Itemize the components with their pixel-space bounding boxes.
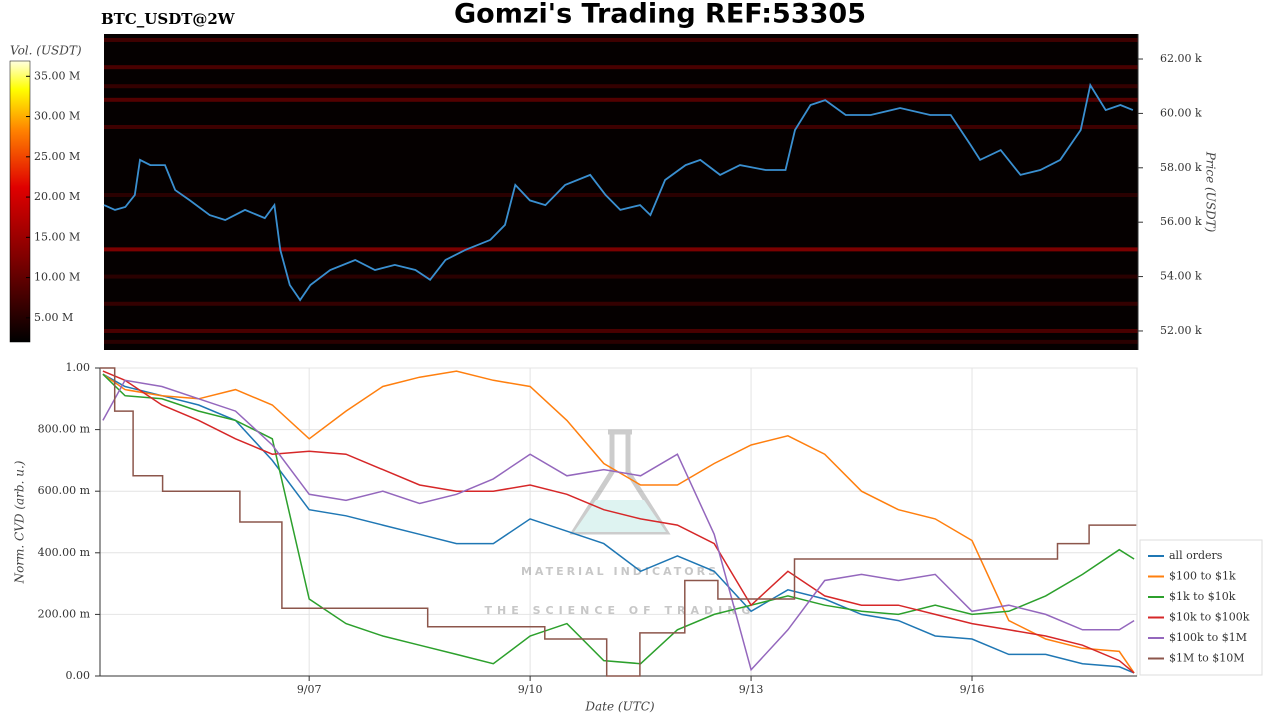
legend-label: $100 to $1k	[1169, 570, 1236, 583]
legend-label: all orders	[1169, 549, 1223, 562]
heatmap-band	[104, 84, 1138, 89]
colorbar-tick-label: 25.00 M	[34, 150, 80, 163]
y-tick-label: 58.00 k	[1160, 161, 1202, 174]
heatmap-band	[104, 247, 1138, 252]
legend-label: $10k to $100k	[1169, 611, 1250, 624]
watermark-subtitle: THE SCIENCE OF TRADING	[485, 604, 756, 617]
y-axis-label: Norm. CVD (arb. u.)	[13, 460, 27, 584]
y-tick-label: 600.00 m	[38, 484, 91, 497]
series-line	[102, 373, 1135, 665]
colorbar-tick-label: 5.00 M	[34, 311, 73, 324]
grid	[100, 367, 1137, 677]
y-tick-label: 0.00	[66, 669, 91, 682]
y-tick-label: 56.00 k	[1160, 215, 1202, 228]
heatmap-band	[104, 192, 1138, 197]
y-tick-label: 54.00 k	[1160, 270, 1202, 283]
y-tick-label: 1.00	[66, 361, 91, 374]
x-tick-label: 9/07	[297, 683, 322, 696]
x-tick-label: 9/16	[960, 683, 985, 696]
y-tick-label: 62.00 k	[1160, 52, 1202, 65]
y-tick-label: 200.00 m	[38, 607, 91, 620]
x-tick-label: 9/10	[518, 683, 543, 696]
colorbar-tick-label: 20.00 M	[34, 190, 80, 203]
heatmap-band	[104, 37, 1138, 42]
series-line	[100, 367, 1137, 677]
title: Gomzi's Trading REF:53305	[454, 0, 866, 30]
colorbar-tick-label: 35.00 M	[34, 69, 80, 82]
heatmap-band	[104, 328, 1138, 333]
heatmap-band	[104, 65, 1138, 70]
price-line	[103, 82, 1134, 302]
y-tick-label: 52.00 k	[1160, 324, 1202, 337]
watermark-logo	[569, 429, 671, 535]
watermark-title: MATERIAL INDICATORS	[521, 565, 719, 578]
colorbar-tick-label: 10.00 M	[34, 271, 80, 284]
legend-label: $1M to $10M	[1169, 652, 1245, 665]
subtitle: BTC_USDT@2W	[101, 10, 236, 28]
heatmap-band	[104, 339, 1138, 344]
colorbar-tick-label: 15.00 M	[34, 230, 80, 243]
heatmap-band	[104, 97, 1138, 102]
y-axis-label: Price (USDT)	[1204, 151, 1218, 233]
series-line	[102, 373, 1135, 674]
colorbar-label: Vol. (USDT)	[10, 44, 82, 58]
series-line	[102, 370, 1135, 674]
y-tick-label: 400.00 m	[38, 546, 91, 559]
series-line	[102, 370, 1135, 674]
colorbar	[9, 60, 31, 343]
heatmap-band	[104, 301, 1138, 306]
colorbar-tick-label: 30.00 M	[34, 110, 80, 123]
y-tick-label: 60.00 k	[1160, 106, 1202, 119]
heatmap-band	[104, 125, 1138, 130]
legend	[1139, 539, 1263, 676]
x-axis-label: Date (UTC)	[584, 700, 654, 714]
legend-label: $100k to $1M	[1169, 631, 1247, 644]
legend-label: $1k to $10k	[1169, 590, 1236, 603]
y-tick-label: 800.00 m	[38, 423, 91, 436]
series-line	[102, 379, 1135, 672]
heatmap-band	[104, 274, 1138, 279]
x-tick-label: 9/13	[739, 683, 764, 696]
